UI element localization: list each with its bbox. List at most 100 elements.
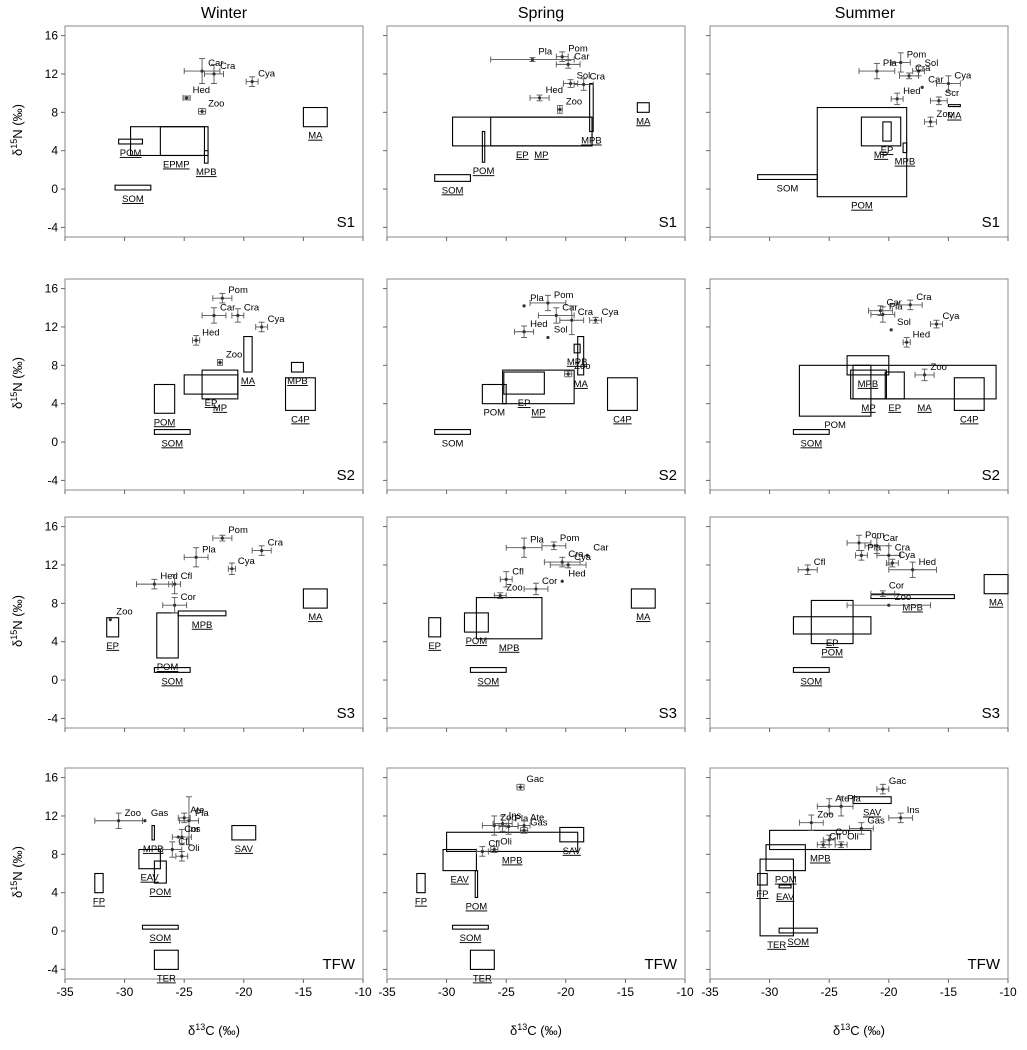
consumer-zoo: Zoo <box>556 96 582 114</box>
y-tick-label: 16 <box>45 520 59 534</box>
x-axis-label-rest: C (‰) <box>205 1023 240 1038</box>
source-label-eav: EAV <box>776 892 795 903</box>
consumer-label: Cor <box>889 581 904 592</box>
consumer-point <box>200 109 204 113</box>
consumer-label: Ins <box>907 805 920 816</box>
consumer-point <box>890 561 894 565</box>
y-tick-label: 16 <box>45 29 59 43</box>
consumer-zoo: Zoo <box>108 607 133 622</box>
consumer-label: Gac <box>889 776 907 787</box>
x-tick-label: -25 <box>498 985 516 999</box>
consumer-label: Pom <box>865 530 885 541</box>
consumer-point <box>173 582 177 586</box>
consumer-label: Car <box>574 51 589 62</box>
source-label-som: SOM <box>122 194 144 205</box>
consumer-label: Hed <box>530 319 547 330</box>
source-box-ep <box>428 617 442 638</box>
consumer-point <box>187 819 191 823</box>
consumer-point <box>108 618 112 622</box>
y-tick-label: -4 <box>47 962 58 976</box>
consumer-point <box>806 568 810 572</box>
consumer-label: Zoo <box>574 361 590 372</box>
plot-frame <box>709 278 1009 491</box>
y-tick-label: 12 <box>45 558 59 572</box>
y-axis-label: δ15N (‰) <box>9 595 25 647</box>
source-label-pom: POM <box>775 875 797 886</box>
plot-frame <box>709 25 1009 238</box>
consumer-car: Car <box>585 542 609 557</box>
consumer-cor: Cor <box>870 581 904 598</box>
y-tick-label: 12 <box>45 809 59 823</box>
x-axis-label-base: δ <box>188 1023 195 1038</box>
source-label-pom: POM <box>120 148 142 159</box>
consumer-hed: Hed <box>888 557 937 578</box>
consumer-label: Car <box>593 542 608 553</box>
consumer-point <box>117 819 121 823</box>
x-tick-label: -10 <box>354 985 372 999</box>
consumer-point <box>839 804 843 808</box>
consumer-label: Zoo <box>895 592 911 603</box>
consumer-cra: Cra <box>899 63 931 80</box>
consumer-label: Car <box>928 74 943 85</box>
plot-frame <box>64 278 364 491</box>
source-label-ma: MA <box>917 403 932 414</box>
consumer-point <box>180 854 184 858</box>
consumer-label: Zoo <box>500 813 516 824</box>
source-label-mp: MP <box>534 150 548 161</box>
consumer-label: Cya <box>954 71 972 82</box>
source-box-som <box>434 174 471 182</box>
consumer-car: Car <box>868 298 902 316</box>
consumer-hed: Hed <box>182 85 210 101</box>
column-title-spring: Spring <box>518 5 564 22</box>
consumer-point <box>170 847 174 852</box>
consumer-hed: Hed <box>560 568 586 583</box>
consumer-cfl: Cfl <box>499 566 524 588</box>
x-axis-label: δ13C (‰) <box>833 1022 885 1038</box>
y-axis-label-base: δ <box>10 891 25 898</box>
consumer-pom: Pom <box>555 44 588 62</box>
plot-frame <box>709 767 1009 980</box>
source-label-eav: EAV <box>451 875 470 886</box>
consumer-label: Car <box>220 302 235 313</box>
consumer-oli: Oli <box>834 832 859 849</box>
consumer-label: Cra <box>590 72 606 83</box>
consumer-point <box>250 80 254 84</box>
consumer-point <box>554 313 558 318</box>
consumer-point <box>522 828 526 832</box>
consumer-point <box>889 328 893 332</box>
consumer-label: Cya <box>602 307 620 318</box>
consumer-point <box>180 835 184 839</box>
consumer-pla: Pla <box>178 796 209 846</box>
source-label-ma: MA <box>636 612 651 623</box>
consumer-label: Cor <box>181 592 196 603</box>
source-box-pom <box>765 844 806 872</box>
y-tick-label: 0 <box>51 924 58 938</box>
consumer-point <box>184 96 189 100</box>
consumer-point <box>911 568 915 572</box>
source-label-fp: FP <box>756 889 768 900</box>
consumer-cra: Cra <box>876 542 911 566</box>
y-axis-label: δ15N (‰) <box>9 104 25 156</box>
source-label-mpb: MPB <box>502 855 523 866</box>
consumer-point <box>878 309 883 313</box>
y-tick-label: 12 <box>45 320 59 334</box>
consumer-point <box>928 120 933 124</box>
source-box-ma <box>302 106 328 128</box>
source-box-som <box>153 667 191 673</box>
source-box-sav <box>559 826 585 843</box>
x-tick-label: -10 <box>999 985 1017 999</box>
source-label-ter: TER <box>473 973 492 984</box>
source-box-c4p <box>606 377 638 411</box>
source-box-c4p <box>284 377 316 411</box>
site-label: S3 <box>337 705 355 722</box>
consumer-cfl: Cfl <box>168 571 192 595</box>
consumer-point <box>194 338 198 342</box>
consumer-point <box>218 360 222 365</box>
consumer-label: Cya <box>238 556 256 567</box>
site-label: S3 <box>982 705 1000 722</box>
consumer-label: Pla <box>195 808 209 819</box>
source-label-sav: SAV <box>235 844 254 855</box>
consumer-pom: Pom <box>529 290 574 312</box>
